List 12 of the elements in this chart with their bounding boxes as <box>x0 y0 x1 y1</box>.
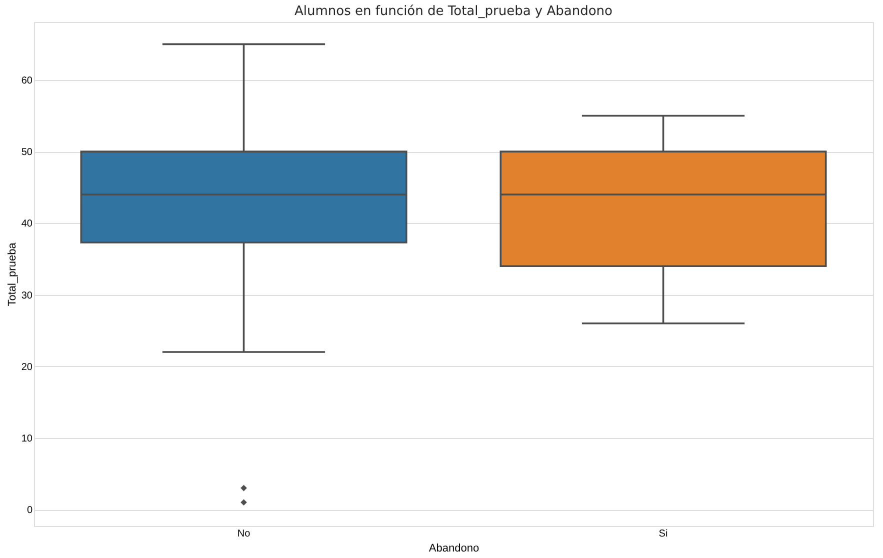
y-tick-label: 50 <box>21 147 33 158</box>
x-axis-title: Abandono <box>428 542 480 554</box>
x-tick-label: No <box>237 528 251 540</box>
x-tick-label: Si <box>658 528 668 540</box>
y-axis-title: Total_prueba <box>6 242 18 306</box>
y-tick-label: 10 <box>21 433 33 444</box>
y-tick-label: 30 <box>21 290 33 302</box>
y-tick-label: 40 <box>21 218 33 230</box>
y-tick-label: 0 <box>26 505 33 516</box>
y-tick-label: 20 <box>21 362 33 373</box>
y-tick-label: 60 <box>21 75 33 86</box>
chart-title: Alumnos en función de Total_prueba y Abandono <box>294 4 613 19</box>
